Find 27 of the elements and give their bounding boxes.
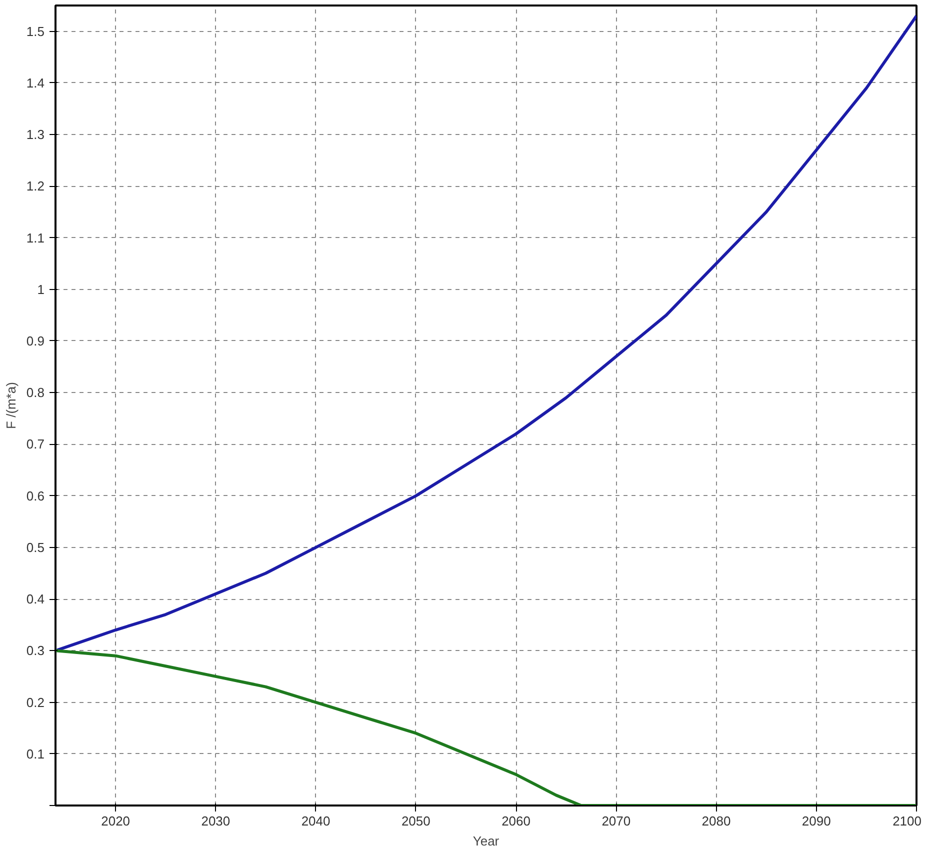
y-tick-label: 0.8 [26, 385, 45, 400]
x-tick-label: 2100 [892, 814, 922, 828]
y-tick-label: 0.6 [26, 488, 45, 504]
y-tick-label: 0.2 [26, 694, 45, 710]
y-tick-label: 1.3 [26, 127, 45, 142]
x-tick-label: 2080 [702, 814, 731, 828]
x-tick-label: 2030 [201, 814, 230, 828]
x-tick-label: 2090 [802, 814, 831, 828]
y-tick-label: 1 [37, 282, 45, 297]
y-tick-label: 0.9 [26, 333, 45, 348]
y-axis-title: F /(m*a) [3, 382, 18, 429]
y-tick-label: 0.5 [26, 540, 45, 555]
y-tick-label: 0.1 [26, 746, 45, 762]
x-tick-label: 2050 [401, 814, 430, 828]
x-tick-label: 2070 [602, 814, 631, 828]
y-tick-label: 1.2 [26, 178, 45, 194]
x-tick-label: 2060 [502, 814, 530, 828]
x-axis-title: Year [472, 834, 500, 848]
y-tick-label: 0.3 [26, 643, 45, 658]
line-series [56, 14, 916, 652]
y-tick-label: 1.4 [26, 75, 45, 90]
x-tick-label: 2040 [301, 814, 330, 828]
y-tick-label: 1.5 [26, 24, 45, 39]
y-tick-label: 1.1 [26, 230, 45, 246]
y-tick-label: 0.4 [26, 592, 45, 607]
y-tick-label: 0.7 [26, 436, 45, 452]
x-tick-label: 2020 [101, 814, 130, 828]
